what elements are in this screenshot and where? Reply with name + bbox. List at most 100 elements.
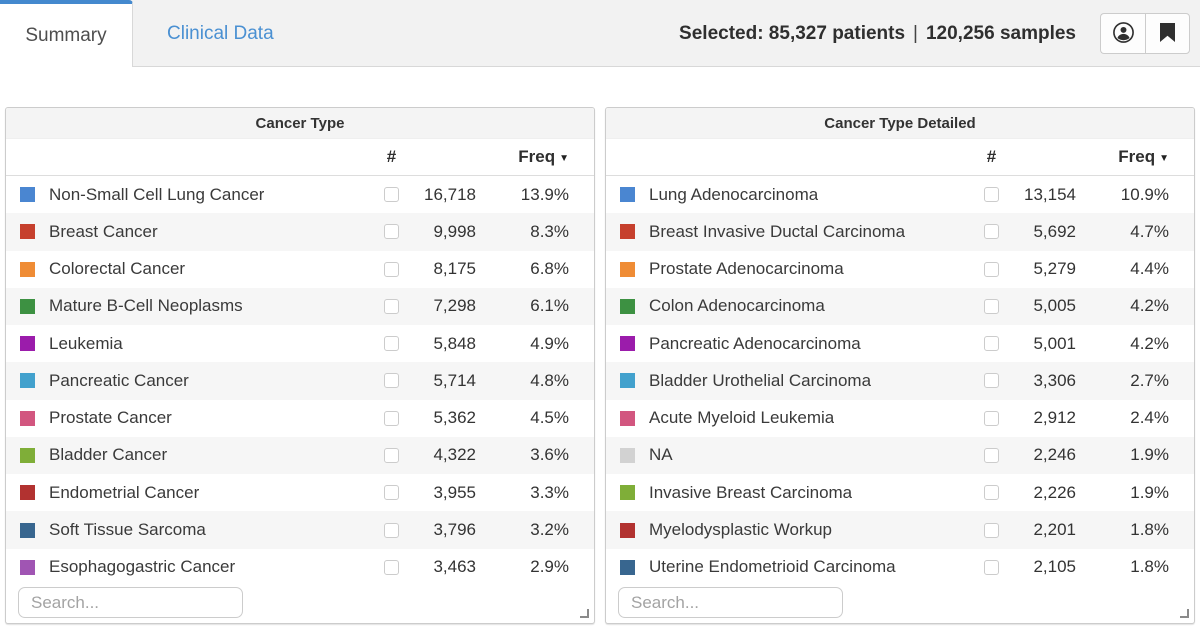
search-input[interactable] (18, 587, 243, 618)
count-value: 3,796 (433, 520, 476, 540)
category-label: Acute Myeloid Leukemia (649, 408, 835, 428)
category-label: Non-Small Cell Lung Cancer (49, 184, 265, 204)
freq-value: 3.3% (530, 482, 569, 502)
row-checkbox[interactable] (984, 187, 999, 203)
column-header-row: # Freq ▼ (606, 139, 1194, 176)
row-checkbox[interactable] (984, 224, 999, 240)
resize-handle-icon[interactable] (1180, 609, 1189, 618)
count-value: 16,718 (424, 184, 476, 204)
table-row[interactable]: Leukemia 5,848 4.9% (6, 325, 594, 362)
table-row[interactable]: Soft Tissue Sarcoma 3,796 3.2% (6, 511, 594, 549)
table-row[interactable]: NA 2,246 1.9% (606, 436, 1194, 475)
freq-value: 10.9% (1120, 184, 1169, 204)
count-value: 5,362 (433, 408, 476, 428)
category-label: Uterine Endometrioid Carcinoma (649, 557, 896, 577)
table-row[interactable]: Non-Small Cell Lung Cancer 16,718 13.9% (6, 176, 594, 213)
row-checkbox[interactable] (384, 373, 399, 389)
category-label: Leukemia (49, 333, 123, 353)
freq-value: 4.9% (530, 333, 569, 353)
row-checkbox[interactable] (984, 522, 999, 538)
count-column-header[interactable]: # (986, 147, 997, 166)
freq-column-header[interactable]: Freq ▼ (1118, 147, 1169, 166)
selected-samples-text: 120,256 samples (925, 22, 1076, 44)
count-value: 5,848 (433, 333, 476, 353)
category-color-swatch (20, 522, 35, 538)
table-row[interactable]: Breast Cancer 9,998 8.3% (6, 213, 594, 251)
row-checkbox[interactable] (984, 336, 999, 352)
table-row[interactable]: Esophagogastric Cancer 3,463 2.9% (6, 549, 594, 586)
category-color-swatch (20, 559, 35, 575)
virtual-study-button[interactable] (1100, 13, 1145, 54)
row-checkbox[interactable] (384, 485, 399, 501)
row-checkbox[interactable] (984, 261, 999, 277)
row-checkbox[interactable] (984, 485, 999, 501)
tab-clinical-data[interactable]: Clinical Data (133, 0, 308, 67)
tab-clinical-data-label: Clinical Data (167, 22, 274, 44)
table-row[interactable]: Pancreatic Cancer 5,714 4.8% (6, 362, 594, 400)
freq-column-header[interactable]: Freq ▼ (518, 147, 569, 166)
row-checkbox[interactable] (384, 522, 399, 538)
table-row[interactable]: Prostate Adenocarcinoma 5,279 4.4% (606, 251, 1194, 288)
row-checkbox[interactable] (384, 261, 399, 277)
row-checkbox[interactable] (984, 410, 999, 426)
freq-value: 1.9% (1130, 445, 1169, 465)
table-row[interactable]: Prostate Cancer 5,362 4.5% (6, 400, 594, 437)
count-value: 9,998 (433, 221, 476, 241)
resize-handle-icon[interactable] (580, 609, 589, 618)
category-label: NA (649, 445, 673, 465)
freq-value: 6.8% (530, 259, 569, 279)
freq-value: 13.9% (520, 184, 569, 204)
table-row[interactable]: Invasive Breast Carcinoma 2,226 1.9% (606, 474, 1194, 511)
row-checkbox[interactable] (384, 187, 399, 203)
table-row[interactable]: Colorectal Cancer 8,175 6.8% (6, 251, 594, 288)
count-column-header[interactable]: # (386, 147, 397, 166)
count-value: 2,201 (1033, 520, 1076, 540)
category-color-swatch (620, 298, 635, 314)
table-row[interactable]: Pancreatic Adenocarcinoma 5,001 4.2% (606, 325, 1194, 362)
table-row[interactable]: Lung Adenocarcinoma 13,154 10.9% (606, 176, 1194, 213)
table-row[interactable]: Bladder Urothelial Carcinoma 3,306 2.7% (606, 362, 1194, 400)
bookmark-button[interactable] (1145, 13, 1190, 54)
count-value: 3,463 (433, 557, 476, 577)
category-label: Colon Adenocarcinoma (649, 296, 825, 316)
row-checkbox[interactable] (384, 447, 399, 463)
row-checkbox[interactable] (984, 447, 999, 463)
freq-value: 1.9% (1130, 482, 1169, 502)
category-label: Pancreatic Cancer (49, 370, 189, 390)
table-row[interactable]: Breast Invasive Ductal Carcinoma 5,692 4.7… (606, 213, 1194, 251)
row-checkbox[interactable] (384, 336, 399, 352)
category-label: Soft Tissue Sarcoma (49, 520, 206, 540)
row-checkbox[interactable] (384, 298, 399, 314)
count-value: 3,955 (433, 482, 476, 502)
table-row[interactable]: Myelodysplastic Workup 2,201 1.8% (606, 511, 1194, 549)
category-label: Endometrial Cancer (49, 482, 200, 502)
row-checkbox[interactable] (384, 559, 399, 575)
freq-value: 2.7% (1130, 370, 1169, 390)
freq-value: 8.3% (530, 221, 569, 241)
row-checkbox[interactable] (384, 224, 399, 240)
tab-summary[interactable]: Summary (0, 0, 133, 67)
tab-bar: Summary Clinical Data Selected: 85,327 p… (0, 0, 1200, 67)
category-label: Prostate Adenocarcinoma (649, 259, 844, 279)
category-color-swatch (620, 336, 635, 352)
row-checkbox[interactable] (384, 410, 399, 426)
row-checkbox[interactable] (984, 559, 999, 575)
freq-value: 2.9% (530, 557, 569, 577)
freq-value: 4.7% (1130, 221, 1169, 241)
row-checkbox[interactable] (984, 373, 999, 389)
table-row[interactable]: Endometrial Cancer 3,955 3.3% (6, 474, 594, 511)
count-value: 2,246 (1033, 445, 1076, 465)
table-row[interactable]: Uterine Endometrioid Carcinoma 2,105 1.8% (606, 549, 1194, 586)
freq-value: 3.6% (530, 445, 569, 465)
category-color-swatch (20, 447, 35, 463)
cancer-type-detailed-panel: Cancer Type Detailed # Freq ▼ Lung Adenoc… (605, 107, 1195, 624)
table-row[interactable]: Colon Adenocarcinoma 5,005 4.2% (606, 287, 1194, 326)
row-checkbox[interactable] (984, 298, 999, 314)
table-row[interactable]: Mature B-Cell Neoplasms 7,298 6.1% (6, 287, 594, 326)
table-row[interactable]: Bladder Cancer 4,322 3.6% (6, 436, 594, 475)
search-input[interactable] (618, 587, 843, 618)
category-label: Mature B-Cell Neoplasms (49, 296, 243, 316)
table-row[interactable]: Acute Myeloid Leukemia 2,912 2.4% (606, 400, 1194, 437)
category-label: Invasive Breast Carcinoma (649, 482, 853, 502)
category-color-swatch (20, 224, 35, 240)
